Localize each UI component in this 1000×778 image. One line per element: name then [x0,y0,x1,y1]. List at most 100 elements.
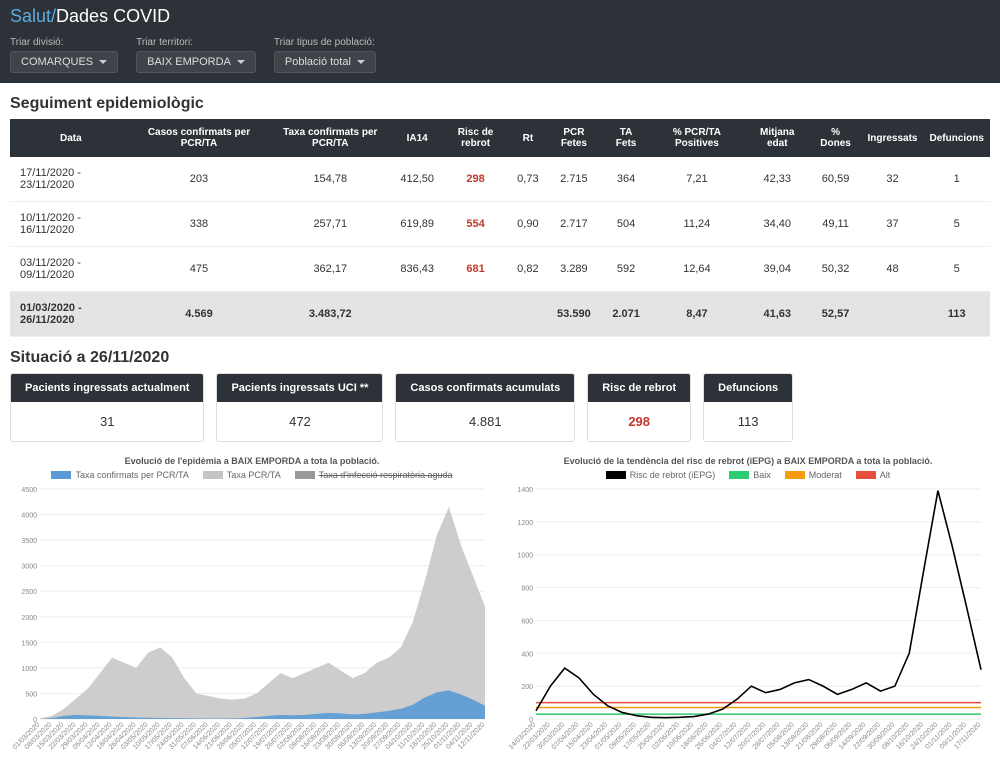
table-cell: 32 [861,157,923,202]
table-cell: 5 [923,202,990,247]
table-cell: 203 [132,157,266,202]
chart1-title: Evolució de l'epidèmia a BAIX EMPORDA a … [10,456,494,466]
table-cell [511,292,544,337]
kpi-value: 298 [588,402,690,441]
legend-label: Risc de rebrot (iEPG) [630,470,716,480]
filter-territory-button[interactable]: BAIX EMPORDA [136,51,256,73]
svg-text:4500: 4500 [21,487,37,494]
legend-swatch [295,471,315,479]
chart1-svg: 05001000150020002500300035004000450001/0… [10,484,490,764]
table-cell: 01/03/2020 - 26/11/2020 [10,292,132,337]
legend-item[interactable]: Moderat [785,470,842,480]
filter-population-value: Població total [285,56,351,68]
table-cell: 2.071 [603,292,649,337]
filter-division-label: Triar divisió: [10,37,118,48]
situation-cards: Pacients ingressats actualment31Pacients… [0,373,1000,442]
table-cell: 41,63 [745,292,810,337]
legend-item[interactable]: Taxa d'infecció respiratòria aguda [295,470,453,480]
kpi-label: Risc de rebrot [588,374,690,402]
svg-text:4000: 4000 [21,513,37,520]
filter-population-button[interactable]: Població total [274,51,376,73]
chart2-title: Evolució de la tendència del risc de reb… [506,456,990,466]
legend-swatch [203,471,223,479]
legend-item[interactable]: Risc de rebrot (iEPG) [606,470,716,480]
table-header: Rt [511,119,544,157]
svg-text:2500: 2500 [21,589,37,596]
table-header: IA14 [394,119,440,157]
table-cell: 37 [861,202,923,247]
legend-label: Alt [880,470,891,480]
chart-risk: Evolució de la tendència del risc de reb… [506,456,990,764]
table-cell: 2.717 [545,202,604,247]
table-row: 10/11/2020 - 16/11/2020338257,71619,8955… [10,202,990,247]
filter-population-label: Triar tipus de població: [274,37,376,48]
table-cell: 48 [861,247,923,292]
table-header: % Dones [810,119,862,157]
svg-text:1500: 1500 [21,640,37,647]
table-cell: 5 [923,247,990,292]
table-cell: 60,59 [810,157,862,202]
svg-text:1400: 1400 [517,487,533,494]
tracking-title: Seguiment epidemiològic [0,83,1000,119]
table-cell: 7,21 [649,157,745,202]
table-header: Data [10,119,132,157]
filter-territory-value: BAIX EMPORDA [147,56,231,68]
table-cell: 53.590 [545,292,604,337]
legend-item[interactable]: Taxa PCR/TA [203,470,281,480]
svg-text:200: 200 [521,684,533,691]
legend-swatch [606,471,626,479]
table-row: 03/11/2020 - 09/11/2020475362,17836,4368… [10,247,990,292]
table-cell: 4.569 [132,292,266,337]
table-cell: 1 [923,157,990,202]
table-cell: 3.483,72 [266,292,394,337]
table-row-total: 01/03/2020 - 26/11/20204.5693.483,72 53.5… [10,292,990,337]
table-cell: 52,57 [810,292,862,337]
svg-text:3000: 3000 [21,564,37,571]
chevron-down-icon [99,60,107,64]
table-header: TA Fets [603,119,649,157]
table-cell: 154,78 [266,157,394,202]
kpi-value: 472 [217,402,382,441]
table-cell: 03/11/2020 - 09/11/2020 [10,247,132,292]
table-cell: 49,11 [810,202,862,247]
table-cell: 3.289 [545,247,604,292]
table-cell: 412,50 [394,157,440,202]
kpi-value: 31 [11,402,203,441]
brand-text: Salut/ [10,6,56,26]
table-header: Defuncions [923,119,990,157]
situation-title: Situació a 26/11/2020 [0,337,1000,373]
filter-population: Triar tipus de població: Població total [274,37,376,73]
svg-text:1000: 1000 [21,666,37,673]
legend-label: Taxa PCR/TA [227,470,281,480]
table-header: Risc de rebrot [440,119,511,157]
svg-text:1200: 1200 [517,520,533,527]
legend-item[interactable]: Taxa confirmats per PCR/TA [51,470,188,480]
filter-division-button[interactable]: COMARQUES [10,51,118,73]
filter-territory: Triar territori: BAIX EMPORDA [136,37,256,73]
svg-text:800: 800 [521,586,533,593]
tracking-table: DataCasos confirmats per PCR/TATaxa conf… [10,119,990,337]
filter-division: Triar divisió: COMARQUES [10,37,118,73]
legend-item[interactable]: Alt [856,470,891,480]
filter-bar: Triar divisió: COMARQUES Triar territori… [0,33,1000,83]
legend-swatch [51,471,71,479]
table-cell: 0,73 [511,157,544,202]
table-header: Taxa confirmats per PCR/TA [266,119,394,157]
legend-swatch [785,471,805,479]
chevron-down-icon [357,60,365,64]
legend-label: Baix [753,470,771,480]
table-cell: 2.715 [545,157,604,202]
app-header: Salut/Dades COVID [0,0,1000,33]
table-header: Casos confirmats per PCR/TA [132,119,266,157]
filter-territory-label: Triar territori: [136,37,256,48]
table-cell: 50,32 [810,247,862,292]
table-cell: 39,04 [745,247,810,292]
legend-item[interactable]: Baix [729,470,771,480]
svg-text:600: 600 [521,618,533,625]
table-cell: 475 [132,247,266,292]
table-cell: 364 [603,157,649,202]
table-cell: 554 [440,202,511,247]
table-cell [861,292,923,337]
table-cell [440,292,511,337]
svg-text:3500: 3500 [21,538,37,545]
